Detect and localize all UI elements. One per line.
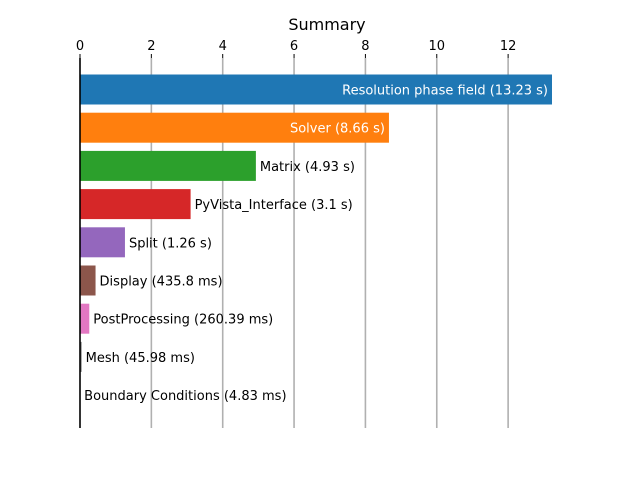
bar-pyvista-interface	[80, 189, 191, 220]
x-axis-ticks: 0 2 4 6 8 10 12	[76, 39, 517, 58]
bar-display	[80, 265, 96, 296]
bar-solver	[80, 112, 389, 143]
x-tick-label: 0	[76, 39, 84, 54]
x-tick-label: 8	[361, 39, 369, 54]
x-tick-label: 6	[290, 39, 298, 54]
x-tick-label: 4	[219, 39, 227, 54]
bar-resolution-phase-field	[80, 74, 552, 105]
bar-postprocessing	[80, 303, 90, 334]
chart-title: Summary	[288, 15, 365, 34]
x-tick-label: 12	[500, 39, 517, 54]
bar-label: PyVista_Interface (3.1 s)	[195, 198, 353, 213]
bar-label: Display (435.8 ms)	[100, 275, 223, 290]
x-tick-label: 10	[428, 39, 445, 54]
bar-label: Solver (8.66 s)	[290, 122, 385, 137]
bar-label: Boundary Conditions (4.83 ms)	[84, 389, 286, 404]
bar-label: Resolution phase field (13.23 s)	[342, 84, 548, 99]
bar-label: Matrix (4.93 s)	[260, 160, 355, 175]
bar-label: Mesh (45.98 ms)	[86, 351, 195, 366]
bar-label: Split (1.26 s)	[129, 236, 212, 251]
bar-labels: Resolution phase field (13.23 s) Solver (…	[84, 84, 548, 405]
bar-mesh	[80, 341, 82, 372]
x-tick-label: 2	[147, 39, 155, 54]
bar-label: PostProcessing (260.39 ms)	[93, 313, 273, 328]
bar-split	[80, 227, 125, 258]
bar-matrix	[80, 150, 256, 181]
bars	[80, 74, 552, 411]
